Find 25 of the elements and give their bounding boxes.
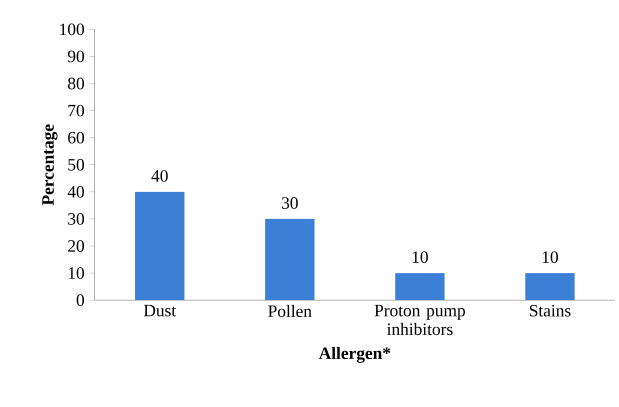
y-tick-label: 0 <box>76 294 84 306</box>
data-label: 30 <box>282 197 298 209</box>
x-tick-label: Stains <box>530 304 571 317</box>
bar <box>525 273 575 300</box>
bar <box>395 273 445 300</box>
y-tick-label: 40 <box>68 186 84 198</box>
y-tick-label: 10 <box>68 267 84 279</box>
x-tick-label: Proton pump inhibitors <box>374 304 465 336</box>
y-tick-label: 70 <box>68 104 84 116</box>
y-tick-label: 60 <box>68 132 84 144</box>
bar <box>135 192 184 300</box>
y-tick-label: 30 <box>68 213 84 225</box>
data-label: 40 <box>151 170 168 182</box>
data-label: 10 <box>412 251 428 264</box>
bar <box>265 218 315 300</box>
y-tick-label: 90 <box>68 50 84 62</box>
y-tick-label: 100 <box>60 24 84 36</box>
y-tick-label: 80 <box>68 78 84 90</box>
y-tick-label: 50 <box>68 158 84 171</box>
x-axis-title: Allergen* <box>318 346 390 363</box>
y-axis-title: Percentage <box>42 124 58 206</box>
x-tick-label: Pollen <box>268 304 312 318</box>
x-tick-label: Dust <box>144 304 176 316</box>
y-tick-label: 20 <box>68 240 84 252</box>
data-label: 10 <box>542 251 558 264</box>
